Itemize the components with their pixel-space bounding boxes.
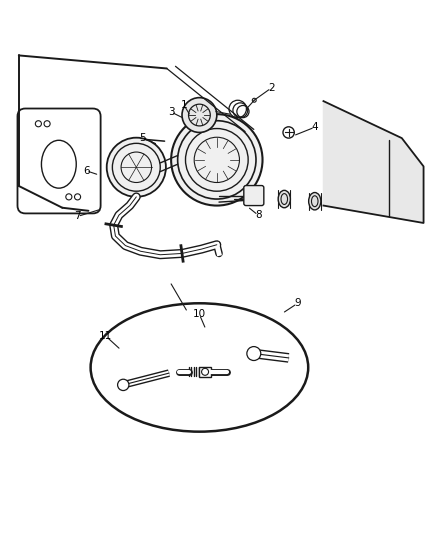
Circle shape bbox=[117, 379, 129, 391]
Text: 1: 1 bbox=[181, 100, 187, 110]
Text: 2: 2 bbox=[268, 83, 275, 93]
FancyBboxPatch shape bbox=[244, 185, 264, 206]
Circle shape bbox=[247, 346, 261, 360]
Text: 11: 11 bbox=[99, 331, 113, 341]
Text: 4: 4 bbox=[311, 122, 318, 132]
Circle shape bbox=[171, 114, 262, 206]
Ellipse shape bbox=[278, 190, 290, 208]
Circle shape bbox=[107, 138, 166, 197]
Text: 6: 6 bbox=[83, 166, 89, 176]
Bar bbox=[199, 367, 211, 377]
Text: 3: 3 bbox=[168, 107, 174, 117]
Circle shape bbox=[283, 127, 294, 138]
Text: 5: 5 bbox=[140, 133, 146, 143]
Ellipse shape bbox=[309, 192, 321, 210]
Text: 8: 8 bbox=[255, 210, 261, 220]
Circle shape bbox=[182, 98, 217, 133]
Text: 9: 9 bbox=[294, 298, 300, 309]
FancyBboxPatch shape bbox=[18, 109, 101, 213]
Text: 7: 7 bbox=[74, 212, 81, 221]
Text: 10: 10 bbox=[193, 309, 206, 319]
Polygon shape bbox=[323, 101, 424, 223]
